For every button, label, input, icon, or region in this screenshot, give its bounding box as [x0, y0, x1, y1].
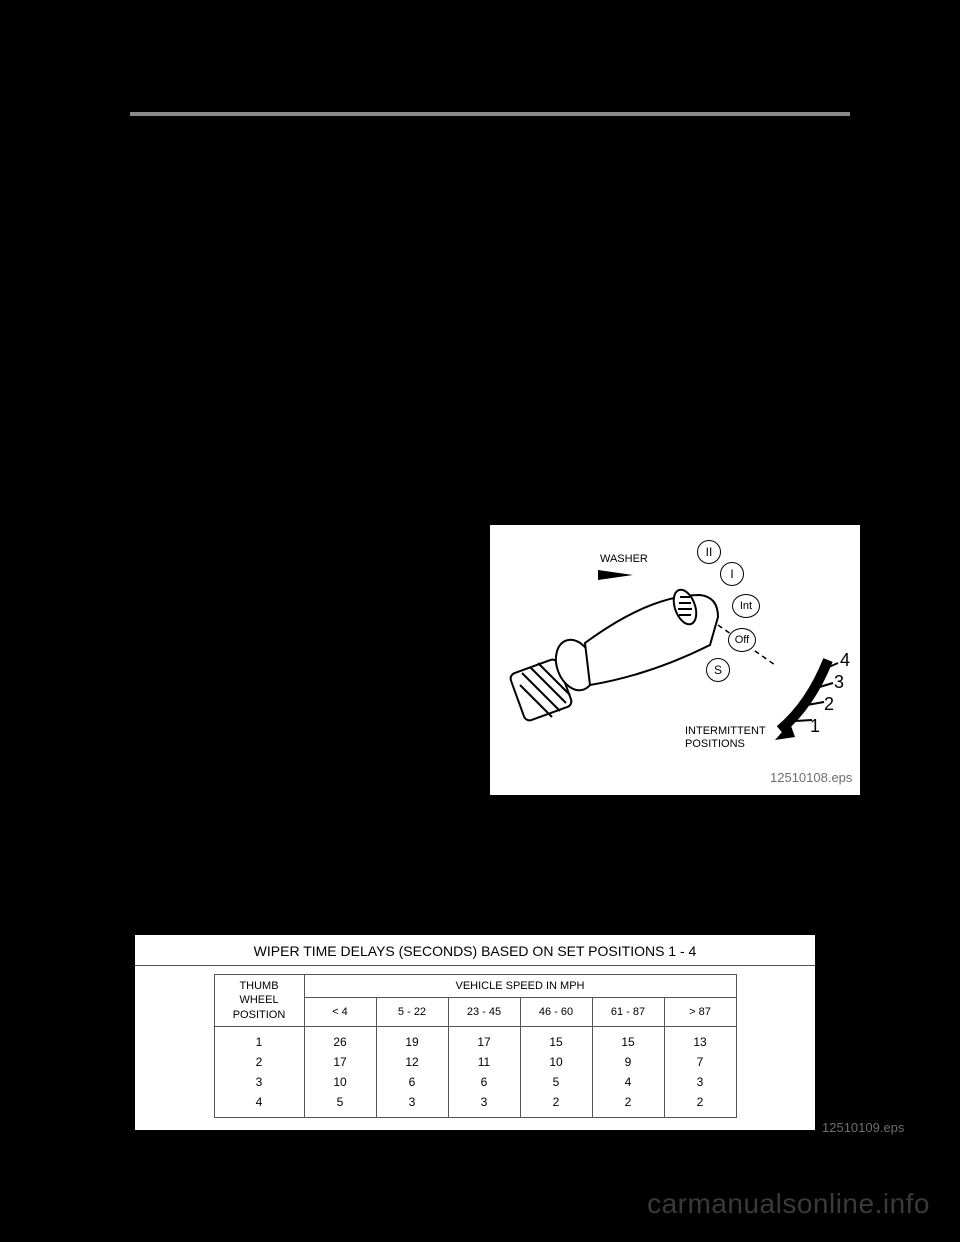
intermittent-pos-4: 4 [840, 650, 850, 671]
cell: 6 [376, 1072, 448, 1092]
thumb-hdr-1: THUMB [239, 980, 278, 992]
cell: 15 [520, 1026, 592, 1052]
cell-pos: 2 [214, 1052, 304, 1072]
speed-col-3: 46 - 60 [520, 998, 592, 1027]
cell: 3 [376, 1092, 448, 1118]
cell: 10 [520, 1052, 592, 1072]
speed-col-4: 61 - 87 [592, 998, 664, 1027]
wiper-stalk-svg [490, 525, 860, 795]
mode-circle-S: S [706, 658, 730, 682]
cell: 2 [592, 1092, 664, 1118]
cell: 13 [664, 1026, 736, 1052]
cell: 10 [304, 1072, 376, 1092]
speed-col-2: 23 - 45 [448, 998, 520, 1027]
speed-col-5: > 87 [664, 998, 736, 1027]
intermittent-positions-label: INTERMITTENT POSITIONS [685, 725, 766, 751]
cell-pos: 3 [214, 1072, 304, 1092]
table-title: WIPER TIME DELAYS (SECONDS) BASED ON SET… [135, 935, 815, 966]
speed-col-1: 5 - 22 [376, 998, 448, 1027]
cell: 4 [592, 1072, 664, 1092]
cell-pos: 1 [214, 1026, 304, 1052]
cell: 5 [520, 1072, 592, 1092]
cell: 11 [448, 1052, 520, 1072]
cell: 7 [664, 1052, 736, 1072]
cell: 2 [520, 1092, 592, 1118]
table-row: 1 26 19 17 15 15 13 [214, 1026, 736, 1052]
intermittent-line1: INTERMITTENT [685, 725, 766, 737]
table-row: 2 17 12 11 10 9 7 [214, 1052, 736, 1072]
cell: 12 [376, 1052, 448, 1072]
wiper-stalk-figure [490, 525, 860, 795]
mode-circle-I: I [720, 562, 744, 586]
wiper-delay-table: THUMB WHEEL POSITION VEHICLE SPEED IN MP… [214, 974, 737, 1118]
table-caption: 12510109.eps [822, 1120, 904, 1135]
cell-pos: 4 [214, 1092, 304, 1118]
cell: 5 [304, 1092, 376, 1118]
cell: 26 [304, 1026, 376, 1052]
washer-arrow-icon [598, 570, 633, 580]
thumb-wheel-header: THUMB WHEEL POSITION [214, 975, 304, 1027]
watermark-text: carmanualsonline.info [647, 1188, 930, 1220]
table-row: 3 10 6 6 5 4 3 [214, 1072, 736, 1092]
cell: 17 [448, 1026, 520, 1052]
mode-circle-II: II [697, 540, 721, 564]
vehicle-speed-header: VEHICLE SPEED IN MPH [304, 975, 736, 998]
cell: 3 [448, 1092, 520, 1118]
cell: 2 [664, 1092, 736, 1118]
speed-col-0: < 4 [304, 998, 376, 1027]
cell: 15 [592, 1026, 664, 1052]
mode-circle-Off: Off [728, 628, 756, 652]
intermittent-line2: POSITIONS [685, 738, 745, 750]
cell: 3 [664, 1072, 736, 1092]
cell: 9 [592, 1052, 664, 1072]
cell: 6 [448, 1072, 520, 1092]
washer-label: WASHER [600, 553, 648, 565]
intermittent-pos-2: 2 [824, 694, 834, 715]
table-row: 4 5 3 3 2 2 2 [214, 1092, 736, 1118]
wiper-delay-table-box: WIPER TIME DELAYS (SECONDS) BASED ON SET… [135, 935, 815, 1130]
thumb-hdr-3: POSITION [233, 1009, 286, 1021]
thumb-hdr-2: WHEEL [239, 994, 278, 1006]
cell: 17 [304, 1052, 376, 1072]
mode-circle-Int: Int [732, 594, 760, 618]
intermittent-pos-3: 3 [834, 672, 844, 693]
figure-caption: 12510108.eps [770, 770, 852, 785]
cell: 19 [376, 1026, 448, 1052]
intermittent-pos-1: 1 [810, 716, 820, 737]
header-divider [130, 112, 850, 116]
